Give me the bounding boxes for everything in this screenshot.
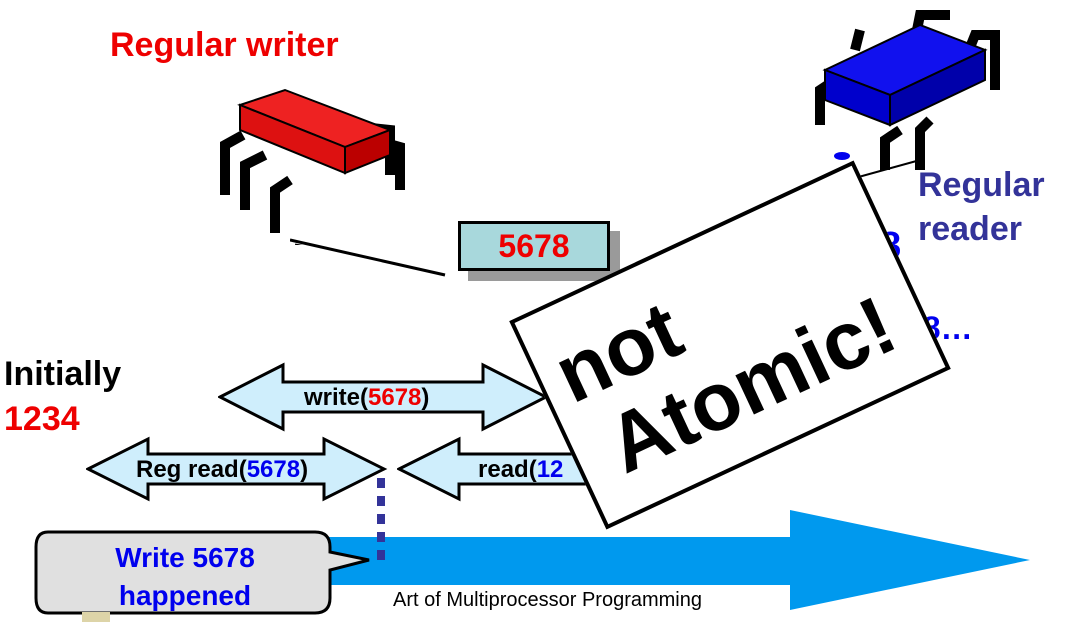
reader-label-line1: Regular xyxy=(918,166,1045,204)
reader-label-line2: reader xyxy=(918,210,1022,248)
reg-read-arrow-shape xyxy=(86,436,388,502)
speech-bubble-shape xyxy=(34,530,370,615)
reg-read-arrow-label: Reg read(5678) xyxy=(136,456,309,483)
footer-text: Art of Multiprocessor Programming xyxy=(393,589,702,611)
bubble-text: Write 5678 happened xyxy=(40,539,330,615)
reg-read-end-marker xyxy=(377,478,385,564)
register-value-box: 5678 xyxy=(458,221,610,271)
initially-label: Initially xyxy=(4,355,122,393)
timeline-arrow xyxy=(300,510,1030,610)
writer-label: Regular writer xyxy=(110,26,339,64)
bubble-line1: Write 5678 xyxy=(115,542,255,573)
bubble-line2: happened xyxy=(118,580,252,611)
initial-value: 1234 xyxy=(4,400,80,438)
corner-decoration xyxy=(82,612,110,622)
writer-bug-icon xyxy=(220,88,405,245)
reader-bug-icon xyxy=(815,10,1000,180)
read-arrow-label: read(12 xyxy=(478,456,564,483)
write-arrow-label: write(5678) xyxy=(304,384,430,411)
writer-tether-line xyxy=(290,238,446,277)
